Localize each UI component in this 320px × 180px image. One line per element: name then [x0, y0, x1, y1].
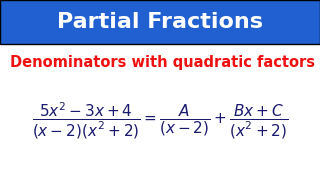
FancyBboxPatch shape — [0, 0, 320, 44]
Text: Denominators with quadratic factors: Denominators with quadratic factors — [10, 55, 315, 70]
Text: Partial Fractions: Partial Fractions — [57, 12, 263, 33]
Text: $\dfrac{5x^2 - 3x + 4}{(x-2)(x^2+2)} = \dfrac{A}{(x-2)} + \dfrac{Bx+C}{(x^2+2)}$: $\dfrac{5x^2 - 3x + 4}{(x-2)(x^2+2)} = \… — [32, 100, 288, 141]
